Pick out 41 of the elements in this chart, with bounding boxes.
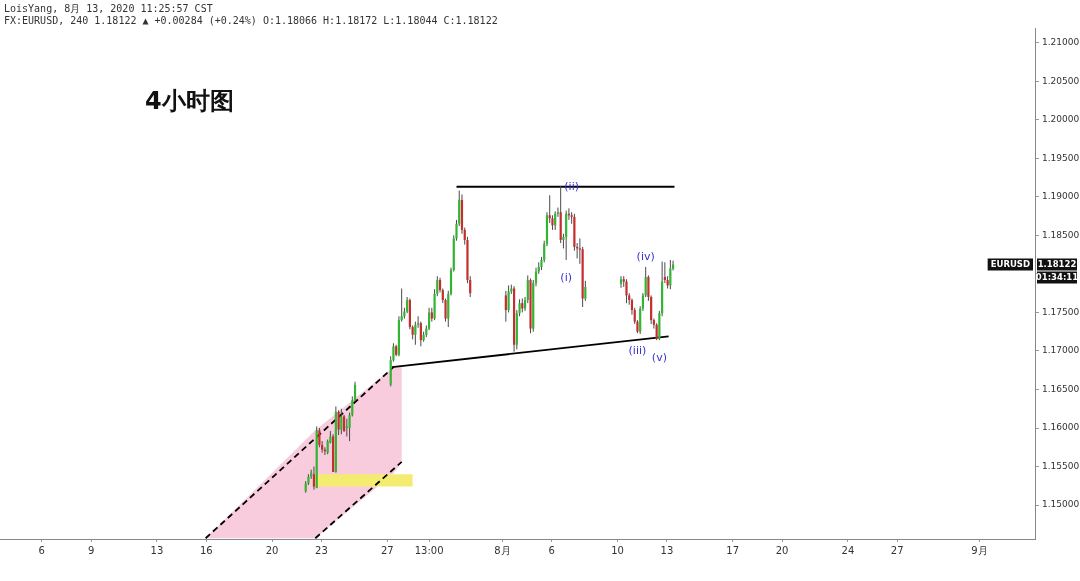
x-tick-label: 13:00 — [414, 544, 444, 556]
y-tick-label: 1.19500 — [1042, 152, 1080, 163]
x-tick-label: 24 — [841, 544, 855, 556]
annotation: (iii) — [628, 344, 647, 358]
text: LoisYang, 8月 13, 2020 11:25:57 CST — [4, 3, 214, 15]
x-tick-label: 20 — [775, 544, 789, 556]
x-tick-label: 13 — [660, 544, 674, 556]
y-tick-label: 1.15000 — [1042, 499, 1080, 510]
candlestick — [584, 280, 587, 302]
x-tick-label: 9 — [87, 544, 95, 556]
x-tick-label: 27 — [380, 544, 394, 556]
annotation: (iv) — [636, 249, 655, 263]
y-tick-label: 1.20500 — [1042, 75, 1080, 86]
y-tick-label: 1.17000 — [1042, 345, 1080, 356]
text: FX:EURUSD, 240 1.18122 ▲ +0.00284 (+0.24%) O:1.18066 H:1.18172 L:1.18044 C:1.18122 — [4, 15, 498, 27]
x-tick-label: 6 — [38, 544, 45, 556]
x-tick-label: 16 — [199, 544, 213, 556]
y-tick-label: 1.19000 — [1042, 191, 1080, 202]
y-tick-label: 1.16500 — [1042, 383, 1080, 394]
y-tick-label: 1.21000 — [1042, 36, 1080, 47]
text: 4小时图 — [145, 87, 234, 115]
annotation: EURUSD — [990, 258, 1031, 269]
x-tick-label: 27 — [890, 544, 904, 556]
x-tick-label: 6 — [548, 544, 555, 556]
text: 1.18122 — [1037, 258, 1077, 269]
y-tick-label: 1.15500 — [1042, 460, 1080, 471]
y-tick-label: 1.18500 — [1042, 229, 1080, 240]
x-tick-label: 23 — [315, 544, 328, 556]
x-tick-label: 20 — [265, 544, 279, 556]
annotation: (i) — [560, 270, 572, 284]
x-tick-label: 17 — [726, 544, 740, 556]
text: 01:34:11 — [1035, 271, 1079, 282]
x-tick-label: 10 — [611, 544, 624, 556]
y-tick-label: 1.17500 — [1042, 306, 1080, 317]
x-tick-label: 9月 — [971, 544, 988, 556]
x-tick-label: 13 — [150, 544, 164, 556]
candlestick — [504, 290, 507, 323]
y-tick-label: 1.16000 — [1042, 422, 1080, 433]
annotation: (v) — [651, 351, 667, 365]
x-tick-label: 8月 — [494, 544, 511, 556]
y-tick-label: 1.20000 — [1042, 114, 1080, 125]
